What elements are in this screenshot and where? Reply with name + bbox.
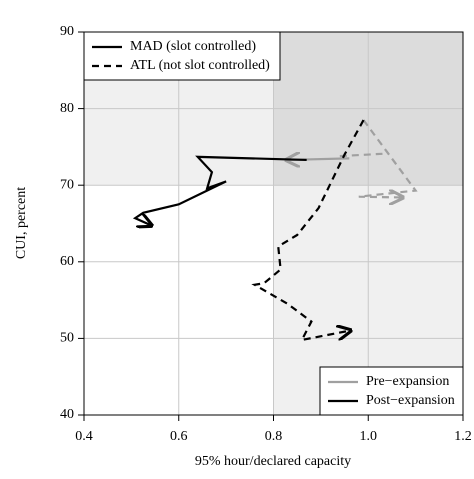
legend-label: Post−expansion (366, 393, 455, 408)
legend-label: ATL (not slot controlled) (130, 58, 270, 73)
lines (132, 119, 418, 342)
y-tick-label: 60 (60, 254, 74, 269)
x-tick-label: 1.0 (360, 429, 378, 444)
x-tick-label: 1.2 (454, 429, 472, 444)
legend-label: Pre−expansion (366, 374, 449, 389)
y-tick-label: 90 (60, 24, 74, 39)
y-tick-label: 80 (60, 101, 74, 116)
legend-box (83, 31, 281, 81)
x-tick-label: 0.4 (75, 429, 93, 444)
legend-label: MAD (slot controlled) (130, 39, 256, 54)
x-tick-label: 0.8 (265, 429, 283, 444)
y-tick-label: 50 (60, 331, 74, 346)
series-line (251, 119, 365, 342)
x-axis-label: 95% hour/declared capacity (195, 454, 351, 469)
legend-box (319, 366, 464, 416)
y-tick-label: 40 (60, 407, 74, 422)
x-tick-label: 0.6 (170, 429, 188, 444)
y-tick-label: 70 (60, 177, 74, 192)
y-axis-label: CUI, percent (14, 187, 29, 259)
series-line (132, 155, 307, 225)
